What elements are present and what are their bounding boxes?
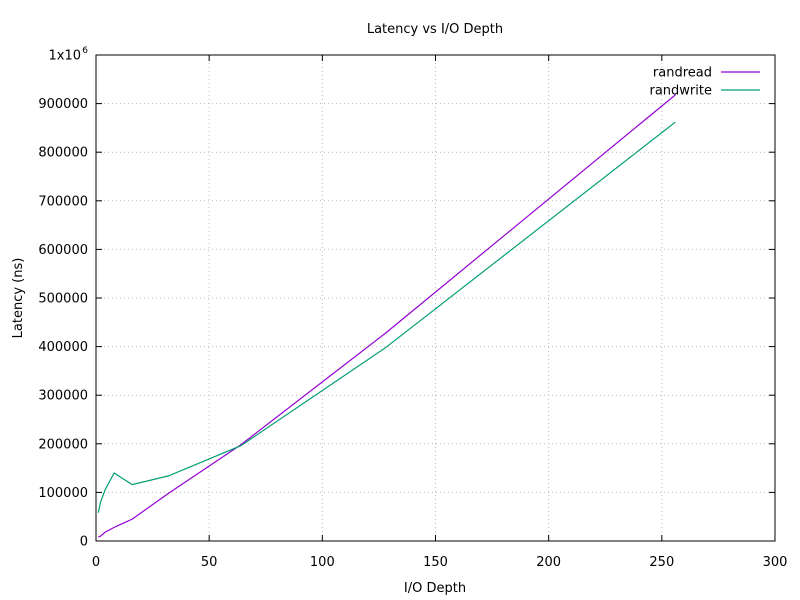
y-tick-labels: 0 100000 200000 300000 400000 500000 600000 700… [38,46,88,550]
x-tick-label: 150 [423,555,448,570]
y-tick-label: 800000 [38,146,88,161]
series-line-randread [98,94,676,538]
series-line-randwrite [97,121,676,513]
legend-label-randwrite: randwrite [650,84,713,99]
y-tick-exponent: 6 [82,46,88,56]
legend-label-randread: randread [653,66,712,81]
y-tick-label: 1x10 [48,49,81,64]
x-tick-label: 200 [536,555,561,570]
x-axis-title: I/O Depth [404,581,466,596]
grid [96,55,775,541]
x-tick-label: 0 [92,555,100,570]
y-tick-label: 100000 [38,486,88,501]
x-tick-label: 50 [201,555,218,570]
legend: randread randwrite [650,66,760,99]
chart-title: Latency vs I/O Depth [367,22,503,37]
y-tick-label: 900000 [38,97,88,112]
x-tick-label: 100 [310,555,335,570]
axis-ticks [95,54,776,542]
y-tick-label: 0 [80,535,88,550]
x-tick-labels: 0 50 100 150 200 250 300 [92,555,788,570]
y-tick-label: 600000 [38,243,88,258]
x-tick-label: 250 [649,555,674,570]
y-tick-label: 700000 [38,194,88,209]
y-tick-label: 200000 [38,437,88,452]
x-tick-label: 300 [763,555,788,570]
y-axis-title: Latency (ns) [11,258,26,339]
y-tick-label: 400000 [38,340,88,355]
y-tick-label: 500000 [38,292,88,307]
series-group [97,94,676,538]
y-tick-label: 300000 [38,389,88,404]
